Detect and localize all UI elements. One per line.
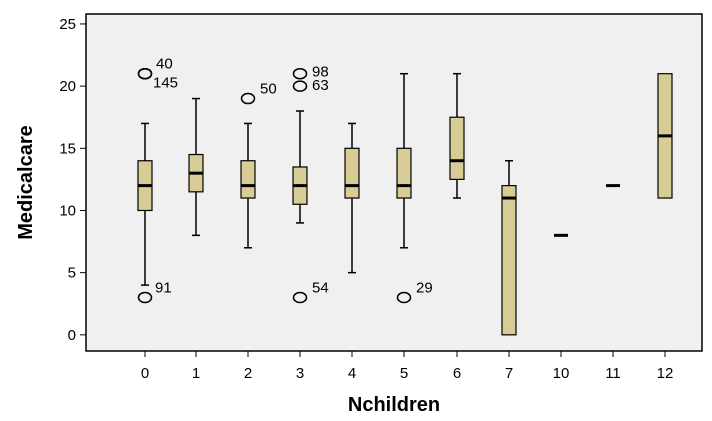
outlier-label: 29: [416, 280, 433, 297]
box-body: [396, 147, 412, 199]
outlier-marker: [292, 291, 308, 304]
box-12: [657, 73, 673, 199]
x-tick-label: 1: [192, 365, 200, 382]
outlier-marker: [396, 291, 412, 304]
x-tick-label: 3: [296, 365, 304, 382]
y-tick-label: 20: [59, 78, 76, 95]
box-body: [344, 147, 360, 199]
y-tick-label: 10: [59, 202, 76, 219]
x-tick-label: 2: [244, 365, 252, 382]
x-tick-label: 7: [505, 365, 513, 382]
box-3: [292, 110, 308, 224]
x-tick-label: 6: [453, 365, 461, 382]
outlier-label: 50: [260, 81, 277, 98]
x-tick-label: 0: [141, 365, 149, 382]
x-axis-title: Nchildren: [348, 394, 440, 416]
outlier-marker: [292, 80, 308, 92]
outlier-29: 29: [396, 280, 433, 304]
outlier-marker: [240, 92, 256, 105]
x-tick-label: 11: [605, 365, 621, 382]
y-tick-label: 15: [59, 140, 76, 157]
outlier-label: 98: [312, 64, 329, 81]
outlier-marker: [292, 67, 308, 80]
outlier-91: 91: [137, 280, 172, 304]
x-tick-label: 12: [657, 365, 674, 382]
y-axis: 0 5 10 15 20 25: [59, 16, 86, 344]
outlier-50: 50: [240, 81, 277, 105]
box-5: [396, 72, 412, 249]
plot-area: [85, 13, 703, 352]
x-tick-label: 10: [553, 365, 570, 382]
outlier-label: 54: [312, 280, 329, 297]
box-0: [137, 122, 153, 286]
outlier-98: 98: [292, 64, 329, 81]
y-tick-label: 0: [68, 327, 76, 344]
x-tick-label: 5: [400, 365, 408, 382]
x-tick-label: 4: [348, 365, 356, 382]
box-2: [240, 122, 256, 249]
outlier-label: 63: [312, 77, 329, 94]
box-body: [501, 185, 517, 336]
box-1: [188, 97, 204, 237]
box-4: [344, 122, 360, 274]
outlier-label: 145: [153, 75, 178, 92]
y-axis-title: Medicalcare: [15, 125, 37, 240]
outlier-marker: [137, 67, 153, 80]
boxes-layer: [137, 72, 673, 336]
y-tick-label: 25: [59, 16, 76, 33]
box-6: [449, 72, 465, 199]
outlier-label: 40: [156, 56, 173, 73]
y-tick-label: 5: [68, 265, 76, 282]
outlier-145: 145: [137, 67, 178, 92]
outlier-63: 63: [292, 77, 329, 94]
x-axis: 0 1 2 3 4 5 6 7 10 11 12: [141, 351, 674, 382]
outlier-marker: [137, 291, 153, 304]
box-body: [240, 160, 256, 199]
outlier-label: 91: [155, 280, 172, 297]
box-7: [501, 159, 517, 336]
box-body: [449, 116, 465, 180]
outlier-54: 54: [292, 280, 329, 304]
